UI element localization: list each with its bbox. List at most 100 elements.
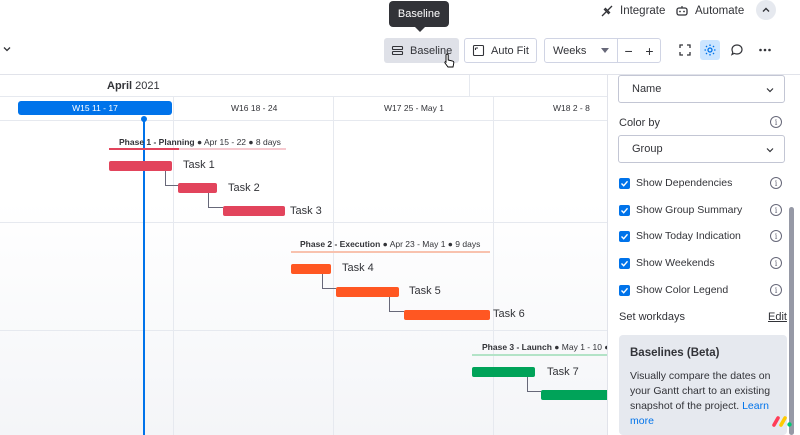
collapse-header-button[interactable] (756, 0, 776, 20)
integrate-icon (601, 5, 613, 17)
group-summary-label: Phase 3 - Launch ● May 1 - 10 ● (482, 342, 607, 352)
show-today-indication-option[interactable]: Show Today Indication (619, 229, 741, 243)
chevron-down-icon[interactable] (2, 44, 12, 54)
automate-button[interactable]: Automate (675, 2, 744, 20)
info-icon[interactable]: i (770, 204, 782, 216)
show-color-legend-option[interactable]: Show Color Legend (619, 283, 728, 297)
task-bar[interactable] (109, 161, 172, 171)
more-icon (759, 48, 771, 52)
show-weekends-option[interactable]: Show Weekends (619, 256, 715, 270)
integrate-label: Integrate (620, 5, 666, 17)
checkbox-checked[interactable] (619, 204, 630, 216)
autofit-icon (472, 44, 485, 57)
zoom-level-value: Weeks (553, 44, 587, 57)
baseline-label: Baseline (410, 44, 453, 57)
label-by-select[interactable]: Name (618, 75, 785, 103)
task-bar[interactable] (336, 287, 399, 297)
task-label: Task 4 (342, 262, 374, 274)
baselines-info-card: Baselines (Beta) Visually compare the da… (619, 335, 787, 435)
expand-icon (679, 44, 691, 56)
gridline (493, 97, 494, 435)
robot-icon (676, 6, 688, 16)
checkbox-checked[interactable] (619, 284, 630, 296)
check-icon (621, 233, 629, 240)
divider (469, 75, 470, 97)
gridline (333, 97, 334, 435)
month-label: April 2021 (107, 80, 160, 92)
show-dependencies-option[interactable]: Show Dependencies (619, 176, 732, 190)
edit-workdays-link[interactable]: Edit (768, 311, 787, 323)
task-bar[interactable] (404, 310, 490, 320)
checkbox-checked[interactable] (619, 177, 630, 189)
dependency-line (165, 171, 178, 186)
baselines-description: Visually compare the dates on your Gantt… (630, 370, 771, 427)
chat-icon (730, 44, 743, 56)
fullscreen-button[interactable] (675, 40, 695, 60)
option-label: Show Today Indication (636, 230, 741, 242)
dependency-line (208, 193, 223, 208)
group-separator (0, 330, 607, 331)
settings-button[interactable] (700, 40, 720, 60)
learn-more-link[interactable]: Learn more (630, 400, 769, 427)
task-bar[interactable] (541, 390, 607, 400)
check-icon (621, 287, 629, 294)
automate-label: Automate (695, 5, 745, 17)
updates-button[interactable] (727, 40, 747, 60)
checkbox-checked[interactable] (619, 257, 630, 269)
info-icon[interactable]: i (770, 230, 782, 242)
info-icon[interactable]: i (770, 177, 782, 189)
dependency-line (389, 297, 404, 312)
zoom-level-select[interactable]: Weeks − + (544, 38, 661, 63)
task-bar[interactable] (472, 367, 535, 377)
gantt-toolbar: Baseline Auto Fit Weeks − + (0, 28, 800, 75)
week-label: W18 2 - 8 (553, 103, 590, 113)
caret-down-icon (601, 48, 610, 53)
group-summary-label: Phase 1 - Planning ● Apr 15 - 22 ● 8 day… (119, 137, 281, 147)
pointer-cursor-icon (444, 53, 455, 68)
week-label: W17 25 - May 1 (384, 103, 444, 113)
more-options-button[interactable] (755, 40, 775, 60)
month-header: April 2021 (0, 75, 607, 97)
today-indicator-dot (141, 116, 147, 122)
info-icon[interactable]: i (770, 116, 782, 128)
group-summary-label: Phase 2 - Execution ● Apr 23 - May 1 ● 9… (300, 239, 481, 249)
chevron-up-icon (762, 7, 770, 12)
autofit-button[interactable]: Auto Fit (464, 38, 537, 63)
color-by-select[interactable]: Group (618, 135, 785, 163)
label-by-value: Name (632, 83, 662, 95)
task-label: Task 3 (290, 205, 322, 217)
set-workdays-label: Set workdays (619, 311, 686, 323)
task-label: Task 7 (547, 366, 579, 378)
gear-icon (704, 44, 716, 56)
group-separator (0, 222, 607, 223)
baseline-icon (391, 45, 404, 56)
info-icon[interactable]: i (770, 257, 782, 269)
task-bar[interactable] (291, 264, 331, 274)
dependency-line (527, 377, 541, 392)
chevron-down-icon (766, 148, 774, 153)
check-icon (621, 260, 629, 267)
integrate-button[interactable]: Integrate (600, 2, 665, 20)
panel-scrollbar[interactable] (789, 207, 794, 435)
color-by-label: Color by (619, 117, 660, 129)
zoom-in-button[interactable]: + (645, 42, 654, 59)
task-bar[interactable] (178, 183, 217, 193)
week-header: W15 11 - 17 W16 18 - 24 W17 25 - May 1 W… (0, 97, 607, 121)
check-icon (621, 207, 629, 214)
group-summary-bar (109, 148, 286, 150)
monday-logo (772, 416, 792, 427)
option-label: Show Group Summary (636, 204, 743, 216)
option-label: Show Weekends (636, 257, 715, 269)
week-current-highlight[interactable]: W15 11 - 17 (18, 101, 172, 115)
zoom-out-button[interactable]: − (624, 42, 633, 59)
info-icon[interactable]: i (770, 284, 782, 296)
baseline-tooltip: Baseline (389, 1, 449, 32)
chevron-down-icon (766, 88, 774, 93)
show-group-summary-option[interactable]: Show Group Summary (619, 203, 742, 217)
baselines-title: Baselines (Beta) (630, 347, 720, 359)
checkbox-checked[interactable] (619, 230, 630, 242)
color-by-value: Group (632, 143, 663, 155)
gantt-chart: April 2021 W15 11 - 17 W16 18 - 24 W17 2… (0, 75, 607, 435)
task-bar[interactable] (223, 206, 285, 216)
check-icon (621, 180, 629, 187)
